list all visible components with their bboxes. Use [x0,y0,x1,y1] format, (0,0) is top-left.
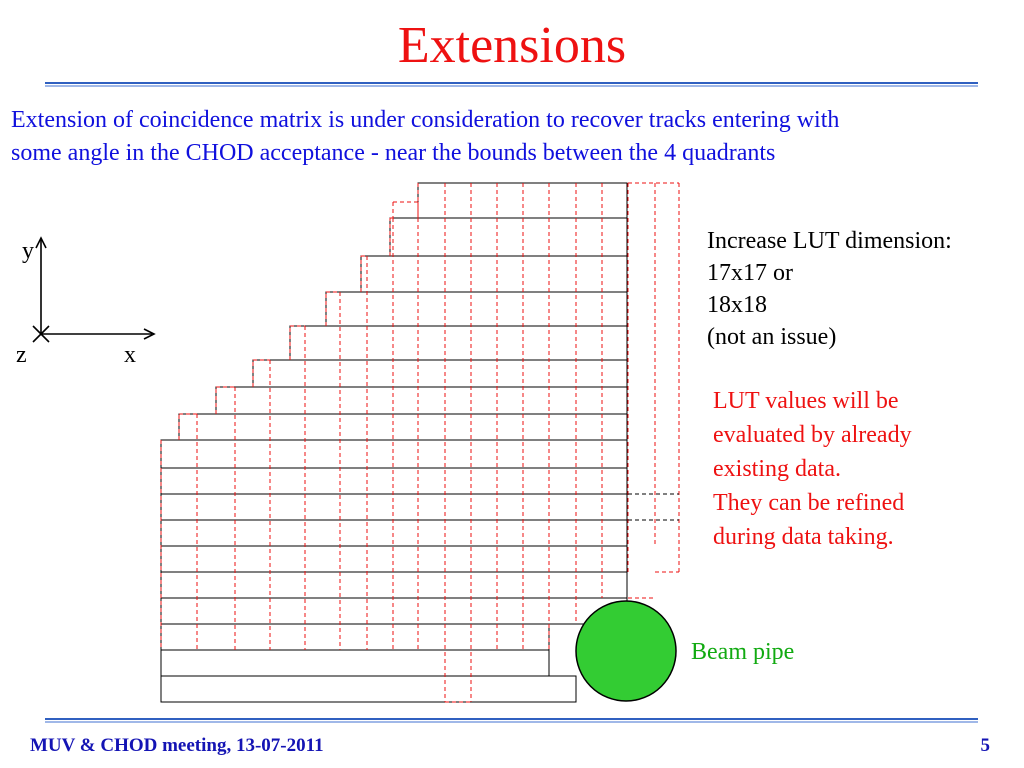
grid-strip [160,623,550,651]
lut-note-line: 17x17 or [707,260,793,286]
grid-strip [389,217,628,257]
grid-strip [252,359,628,388]
axis-label-z: z [16,342,27,368]
beam-pipe-circle [575,600,677,702]
footer-meeting-info: MUV & CHOD meeting, 13-07-2011 [30,735,324,756]
lut-values-line: existing data. [713,456,841,482]
lut-note-line: 18x18 [707,292,767,318]
lut-values-line: evaluated by already [713,422,912,448]
title-divider [45,82,978,87]
z-axis-cross [32,325,50,343]
grid-strip [160,439,628,469]
intro-text: Extension of coincidence matrix is under… [11,104,1011,170]
divider-line-light [45,721,978,723]
grid-strip [160,519,628,547]
intro-line: some angle in the CHOD acceptance - near… [11,140,776,166]
axis-label-y: y [22,238,34,264]
extension-grid [160,182,680,703]
lut-values-note: LUT values will be evaluated by already … [713,384,912,554]
axis-icon [32,236,156,343]
x-axis-arrowhead [143,328,156,340]
intro-line: Extension of coincidence matrix is under… [11,107,840,133]
grid-strip [160,493,628,521]
grid-strip [160,649,550,677]
axis-label-x: x [124,342,136,368]
divider-line-light [45,85,978,87]
page-number: 5 [980,735,991,756]
grid-strip [160,467,628,495]
y-axis-arrowhead [35,236,47,249]
divider-line-dark [45,718,978,720]
grid-strip [160,597,628,625]
lut-note-line: Increase LUT dimension: [707,228,952,254]
beam-pipe-label: Beam pipe [691,639,795,665]
extension-row-lines [628,493,679,521]
lut-note-line: (not an issue) [707,324,837,350]
divider-line-dark [45,82,978,84]
lut-values-line: They can be refined [713,490,905,516]
lut-values-line: LUT values will be [713,388,899,414]
lut-values-line: during data taking. [713,524,894,550]
grid-strip [160,571,628,599]
grid-strip [160,675,577,703]
grid-strip [160,545,628,573]
grid-strip [325,291,628,327]
lut-dimension-note: Increase LUT dimension: 17x17 or 18x18 (… [707,225,952,353]
grid-strip [360,255,628,293]
existing-grid [160,182,628,703]
slide-title: Extensions [397,17,627,74]
grid-strip [215,386,628,415]
footer-divider [45,718,978,723]
grid-strip [178,413,628,441]
